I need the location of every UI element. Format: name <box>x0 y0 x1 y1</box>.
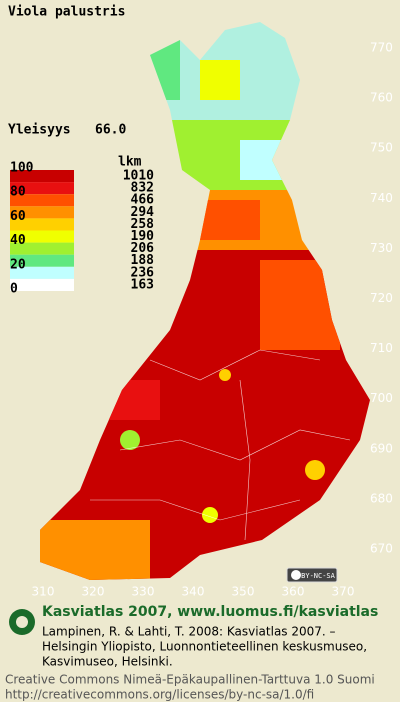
legend-scale-label: 60 <box>10 209 26 224</box>
northing-label: 690 <box>370 441 393 455</box>
license-line: Creative Commons Nimeä-Epäkaupallinen-Ta… <box>5 673 375 687</box>
legend-swatch <box>10 266 74 279</box>
legend-count: 832 <box>131 181 154 196</box>
legend-swatch <box>10 170 74 183</box>
badge-text: BY-NC-SA <box>301 572 336 580</box>
legend-swatch <box>10 206 74 219</box>
northing-label: 680 <box>370 491 393 505</box>
northing-label: 700 <box>370 391 393 405</box>
legend-count: 258 <box>131 217 155 232</box>
easting-label: 320 <box>82 585 105 599</box>
legend-count: 1010 <box>123 169 154 184</box>
badge-icon <box>291 570 301 580</box>
legend-count: 206 <box>131 241 155 256</box>
legend-count: 236 <box>131 265 155 280</box>
license-badge: BY-NC-SA <box>286 567 338 583</box>
legend-count: 163 <box>131 277 154 292</box>
species-title: Viola palustris <box>8 5 125 20</box>
easting-label: 310 <box>32 585 55 599</box>
legend-count: 190 <box>131 229 155 244</box>
legend-count: 294 <box>131 205 155 220</box>
northing-label: 770 <box>370 41 393 55</box>
citation-line: Lampinen, R. & Lahti, T. 2008: Kasviatla… <box>42 625 336 639</box>
easting-label: 340 <box>182 585 205 599</box>
legend-swatch <box>10 230 74 243</box>
citation-line: Kasvimuseo, Helsinki. <box>42 655 173 669</box>
legend-swatch <box>10 242 74 255</box>
license-line: http://creativecommons.org/licenses/by-n… <box>5 688 314 702</box>
grid-labels: 770 760 750 740 730 720 710 700 690 680 670 310 320 3… <box>32 41 393 599</box>
frequency-label: Yleisyys <box>8 123 71 138</box>
northing-label: 710 <box>370 341 393 355</box>
logo <box>9 609 35 635</box>
easting-label: 360 <box>282 585 305 599</box>
legend-scale-label: 40 <box>10 233 26 248</box>
easting-label: 370 <box>332 585 355 599</box>
northing-label: 760 <box>370 91 393 105</box>
legend-count: 466 <box>131 193 155 208</box>
legend-swatch <box>10 194 74 207</box>
easting-label: 330 <box>132 585 155 599</box>
legend-scale-label: 100 <box>10 161 34 176</box>
region-borders <box>90 349 351 541</box>
legend-count: 188 <box>131 253 155 268</box>
footer-headline: Kasviatlas 2007, www.luomus.fi/kasviatla… <box>42 604 378 620</box>
legend-scale-label: 0 <box>10 282 18 297</box>
count-header: lkm <box>118 155 142 170</box>
legend-swatch <box>10 182 74 195</box>
northing-label: 720 <box>370 291 393 305</box>
northing-label: 740 <box>370 191 393 205</box>
northing-label: 730 <box>370 241 393 255</box>
legend-swatch <box>10 278 74 291</box>
northing-label: 750 <box>370 141 393 155</box>
citation-line: Helsingin Yliopisto, Luonnontieteellinen… <box>42 640 367 654</box>
legend-scale-label: 80 <box>10 185 26 200</box>
legend-swatch <box>10 254 74 267</box>
legend-scale-label: 20 <box>10 257 26 272</box>
legend-swatch <box>10 218 74 231</box>
northing-label: 670 <box>370 542 393 556</box>
easting-label: 350 <box>232 585 255 599</box>
frequency-value: 66.0 <box>95 123 126 138</box>
